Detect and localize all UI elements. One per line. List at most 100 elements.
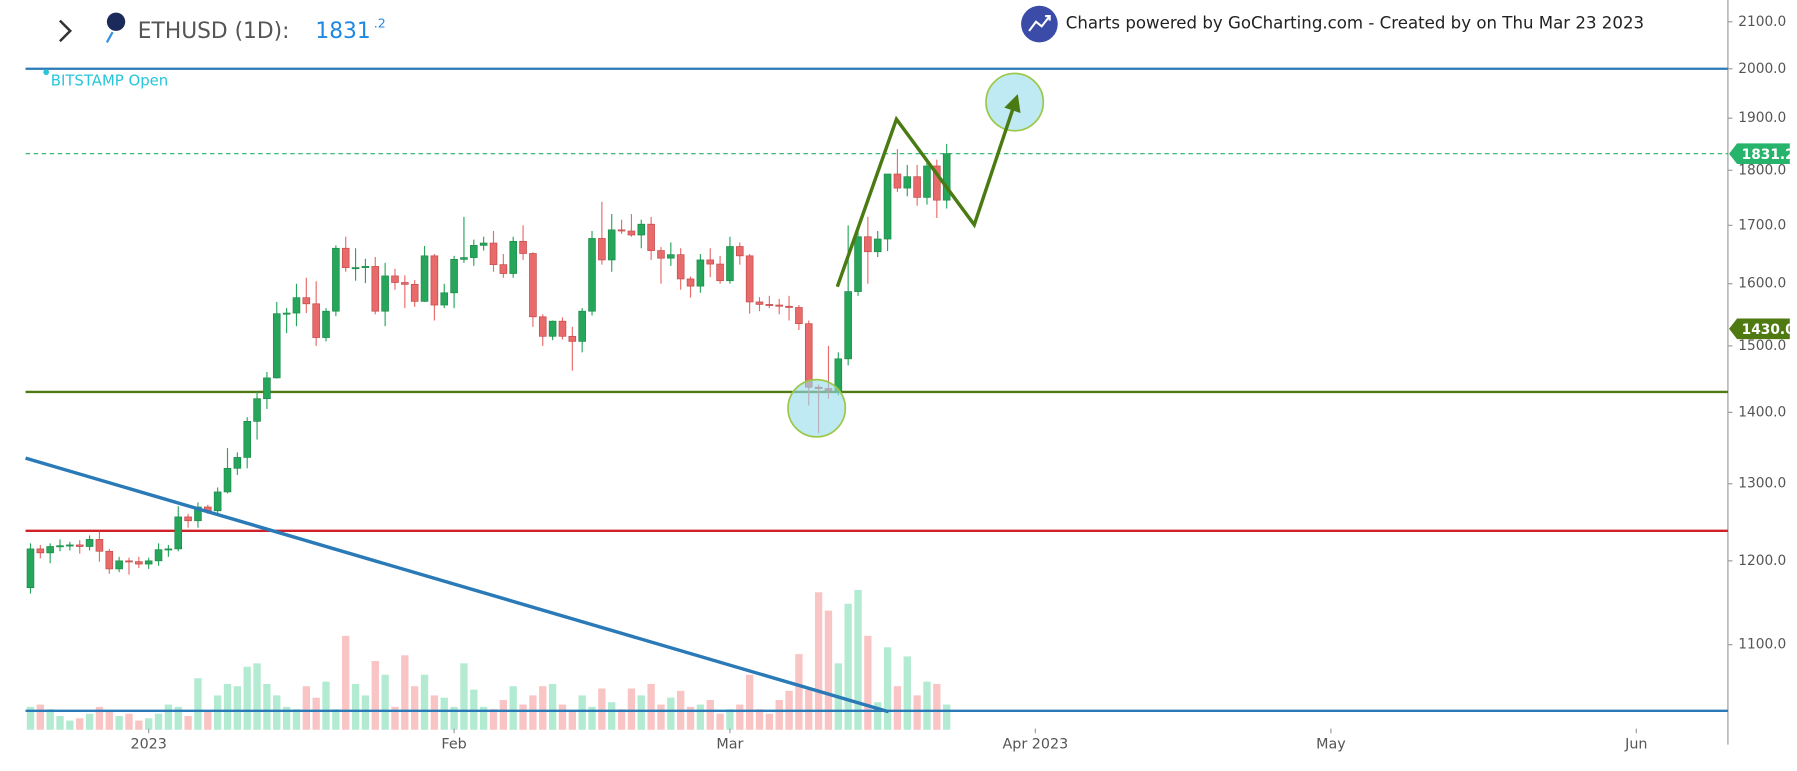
volume-bar xyxy=(844,603,852,730)
y-tick-label: 2100.0 xyxy=(1738,14,1786,30)
candle-body xyxy=(607,229,616,261)
volume-bar xyxy=(95,706,104,730)
symbol-title: ETHUSD (1D): xyxy=(138,19,290,44)
candle-body xyxy=(726,246,734,282)
volume-bar xyxy=(450,706,458,730)
candle-body xyxy=(755,301,764,305)
volume-bar xyxy=(736,704,744,730)
volume-bar xyxy=(292,709,301,730)
candle-body xyxy=(223,467,232,493)
lines-layer xyxy=(25,67,1728,712)
volume-bar xyxy=(923,681,931,730)
y-tick-label: 1200.0 xyxy=(1738,553,1786,569)
candle-body xyxy=(529,253,537,318)
volume-bar xyxy=(76,718,84,730)
x-tick-label: 2023 xyxy=(130,737,166,753)
volume-bar xyxy=(617,709,626,730)
volume-bar xyxy=(125,713,133,730)
candle-body xyxy=(706,259,715,265)
exchange-dot xyxy=(43,69,50,76)
candle-body xyxy=(657,250,665,259)
volume-bar xyxy=(332,709,340,730)
y-tick-label: 2000.0 xyxy=(1738,61,1786,77)
candle-body xyxy=(489,242,498,265)
candle-body xyxy=(598,238,606,261)
volume-bar xyxy=(608,702,616,730)
candle-body xyxy=(450,259,458,294)
candle-body xyxy=(854,236,862,292)
volume-bar xyxy=(174,706,182,730)
candle-body xyxy=(617,229,626,232)
candle-body xyxy=(745,255,754,303)
volume-bar xyxy=(933,683,941,730)
volume-bar xyxy=(194,678,202,730)
candle-body xyxy=(676,254,685,280)
candle-body xyxy=(430,255,439,306)
candle-body xyxy=(420,255,429,302)
y-tick-label: 1700.0 xyxy=(1738,217,1786,233)
candle-body xyxy=(351,267,360,270)
volume-bar xyxy=(499,699,508,730)
volume-bar xyxy=(539,686,547,730)
candle-body xyxy=(588,238,596,312)
candle-body xyxy=(647,223,655,251)
volume-bar xyxy=(105,711,113,730)
volume-bar xyxy=(263,683,271,730)
volume-bar xyxy=(568,711,576,730)
collapse-chevron[interactable] xyxy=(59,19,73,43)
volume-bar xyxy=(795,654,803,730)
volume-layer xyxy=(26,589,951,730)
x-tick-label: May xyxy=(1316,737,1346,753)
y-tick-label: 1400.0 xyxy=(1738,404,1786,420)
candle-body xyxy=(391,275,399,283)
candle-body xyxy=(332,247,340,312)
volume-bar xyxy=(509,686,517,730)
volume-bar xyxy=(726,709,734,730)
volume-bar xyxy=(814,592,823,730)
candle-body xyxy=(873,238,882,253)
candle-body xyxy=(381,275,389,312)
trendline xyxy=(25,456,890,714)
candle-body xyxy=(736,246,744,257)
volume-bar xyxy=(874,702,882,730)
attribution: Charts powered by GoCharting.com - Creat… xyxy=(1066,14,1644,33)
volume-bar xyxy=(548,683,557,730)
candle-body xyxy=(548,320,557,337)
price-tag-label: 1430.0 xyxy=(1742,322,1795,338)
volume-bar xyxy=(686,706,695,730)
candle-body xyxy=(66,544,74,547)
candle-body xyxy=(667,254,675,259)
candle-body xyxy=(243,420,251,458)
x-tick-label: Jun xyxy=(1624,737,1647,753)
volume-bar xyxy=(745,674,754,730)
candle-body xyxy=(95,539,104,552)
candle-body xyxy=(440,292,449,306)
volume-bar xyxy=(913,695,921,730)
volume-bar xyxy=(598,688,606,730)
candle-body xyxy=(75,544,84,547)
volume-bar xyxy=(647,683,655,730)
candle-body xyxy=(115,560,123,570)
x-tick-label: Feb xyxy=(441,737,466,753)
candle-body xyxy=(312,303,320,338)
volume-bar xyxy=(578,695,586,730)
volume-bar xyxy=(36,704,44,730)
candle-body xyxy=(272,313,281,379)
volume-bar xyxy=(115,716,123,730)
volume-bar xyxy=(312,697,320,730)
candle-body xyxy=(371,266,380,312)
candle-body xyxy=(282,312,291,315)
volume-bar xyxy=(943,704,951,730)
candle-body xyxy=(716,263,724,282)
volume-bar xyxy=(154,713,163,730)
exchange-label: BITSTAMP Open xyxy=(51,71,169,89)
volume-bar xyxy=(420,674,429,730)
volume-bar xyxy=(381,674,389,730)
candle-body xyxy=(479,242,488,246)
volume-bar xyxy=(145,718,153,730)
volume-bar xyxy=(66,720,74,730)
candle-body xyxy=(933,165,941,201)
